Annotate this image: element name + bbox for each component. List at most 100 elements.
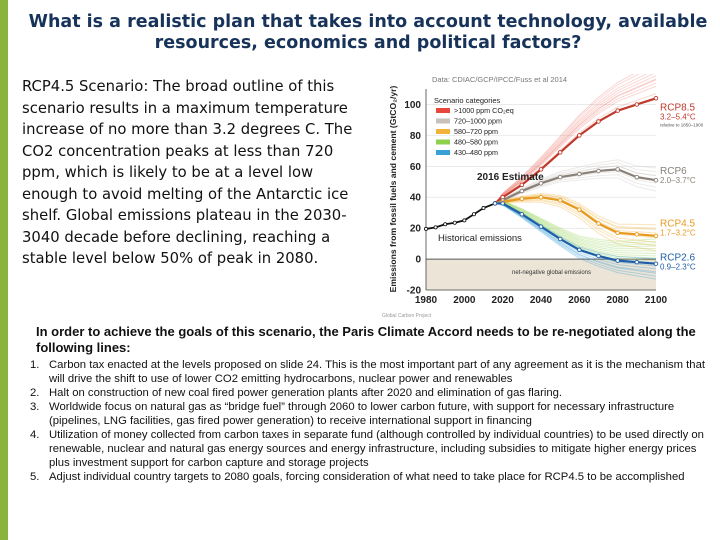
series-point (596, 221, 601, 226)
item-number: 5. (30, 471, 40, 483)
legend-swatch (436, 150, 450, 155)
scenario-trajectory (494, 193, 657, 226)
series-name: RCP4.5 (660, 219, 695, 230)
series-line (494, 196, 657, 237)
series-point (557, 150, 563, 155)
historical-point (452, 220, 457, 225)
series-point (634, 232, 640, 237)
scenario-trajectory (494, 74, 635, 204)
series-point (500, 201, 505, 206)
historical-point (462, 218, 467, 223)
series-point (653, 233, 659, 239)
historical-point (443, 222, 448, 227)
series-point (577, 207, 582, 212)
series-point (615, 258, 620, 263)
list-item: 1. Carbon tax enacted at the levels propo… (22, 358, 708, 386)
series-point (615, 230, 620, 236)
scenario-trajectory (494, 159, 657, 204)
list-item: 4. Utilization of money collected from ca… (22, 428, 708, 470)
item-text: Adjust individual country targets to 208… (49, 471, 685, 483)
y-tick-label: -20 (407, 286, 422, 297)
series-point (634, 174, 640, 180)
series-line (494, 97, 657, 205)
x-tick-label: 1980 (415, 295, 438, 306)
series-point (653, 96, 659, 101)
series-range: 1.7–3.2°C (660, 229, 696, 238)
scenario-trajectory (494, 78, 657, 204)
legend-label: 430–480 ppm (454, 148, 498, 157)
scenario-trajectory (494, 202, 657, 280)
item-number: 2. (30, 387, 40, 399)
y-tick-label: 20 (410, 224, 422, 235)
scenario-trajectory (494, 201, 657, 252)
series-point (557, 236, 563, 242)
series-point (538, 167, 544, 172)
series-point (557, 198, 563, 203)
y-tick-label: 0 (415, 255, 421, 266)
y-tick-label: 80 (410, 131, 422, 142)
scenario-trajectory (494, 74, 655, 204)
series-point (557, 174, 563, 180)
series-point (538, 181, 544, 186)
series-point (577, 133, 582, 138)
series-point (492, 201, 498, 206)
legend-label: >1000 ppm CO₂eq (454, 106, 514, 115)
plot-background (426, 89, 656, 290)
scenario-trajectory (494, 200, 657, 244)
series-point (615, 108, 620, 113)
series-point (634, 102, 640, 107)
series-name: RCP8.5 (660, 103, 695, 114)
estimate-label: 2016 Estimate (477, 172, 544, 183)
scenario-trajectory (494, 200, 657, 242)
scenario-trajectory (494, 200, 657, 248)
scenario-trajectory (494, 202, 657, 274)
series-point (653, 177, 659, 183)
list-item: 5. Adjust individual country targets to 2… (22, 470, 708, 484)
y-tick-label: 40 (410, 193, 422, 204)
scenario-trajectory (494, 74, 640, 204)
series-range-note: relative to 1850–1900 (660, 123, 704, 128)
item-number: 1. (30, 359, 40, 371)
legend-label: 480–580 ppm (454, 138, 498, 147)
scenario-trajectory (494, 201, 657, 252)
item-number: 4. (30, 429, 40, 441)
requirements-lead: In order to achieve the goals of this sc… (36, 324, 696, 355)
scenario-trajectory (494, 82, 657, 204)
series-point (519, 211, 525, 217)
y-axis-label: Emissions from fossil fuels and cement (… (388, 85, 398, 292)
item-text: Halt on construction of new coal fired p… (49, 387, 563, 399)
series-point (519, 188, 525, 194)
item-text: Carbon tax enacted at the levels propose… (49, 359, 705, 385)
series-point (538, 224, 544, 229)
item-text: Utilization of money collected from carb… (49, 429, 704, 469)
chart-footer: Global Carbon Project (382, 313, 432, 319)
historical-label: Historical emissions (438, 233, 522, 244)
legend-label: 580–720 ppm (454, 127, 498, 136)
series-line (494, 168, 657, 205)
scenario-trajectory (494, 201, 657, 250)
historical-point (433, 225, 438, 230)
list-item: 2. Halt on construction of new coal fired… (22, 386, 708, 400)
legend-swatch (436, 139, 450, 145)
intro-paragraph: RCP4.5 Scenario: The broad outline of th… (22, 78, 353, 267)
scenario-trajectory (494, 200, 657, 246)
series-point (596, 253, 601, 259)
series-point (596, 168, 601, 174)
series-line (495, 202, 657, 265)
scenario-trajectory (494, 74, 648, 204)
historical-point (471, 212, 476, 217)
chart-source: Data: CDIAC/GCP/IPCC/Fuss et al 2014 (432, 75, 567, 84)
legend-label: 720–1000 ppm (454, 117, 502, 126)
series-point (615, 167, 620, 172)
scenario-trajectory (494, 200, 657, 247)
requirements-list: 1. Carbon tax enacted at the levels propo… (22, 358, 708, 484)
legend-title: Scenario categories (434, 96, 501, 105)
series-point (538, 194, 544, 200)
x-tick-label: 2080 (607, 295, 630, 306)
y-tick-label: 100 (404, 100, 421, 111)
scenario-trajectory (494, 202, 657, 273)
scenario-trajectory (494, 202, 657, 277)
y-tick-label: 60 (410, 162, 422, 173)
series-name: RCP6 (660, 166, 687, 177)
